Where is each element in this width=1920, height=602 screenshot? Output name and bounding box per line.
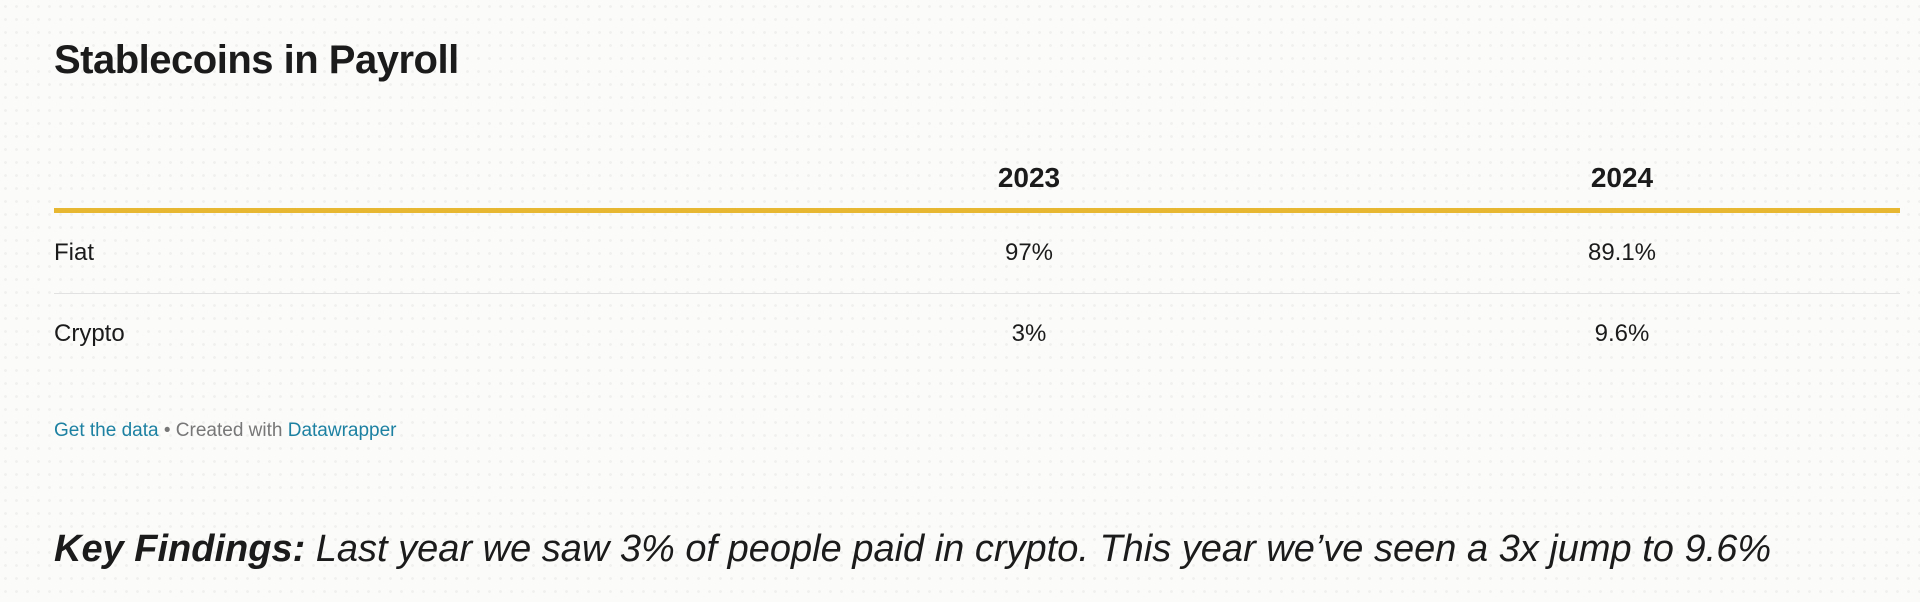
chart-footer: Get the data • Created with Datawrapper [54, 420, 397, 442]
get-the-data-link[interactable]: Get the data [54, 420, 159, 441]
data-table: 2023 2024 Fiat 97% 89.1% Crypto 3% 9.6% [54, 148, 1900, 374]
column-header-2023: 2023 [714, 148, 1344, 213]
key-findings: Key Findings: Last year we saw 3% of peo… [54, 528, 1771, 571]
footer-separator: • Created with [158, 420, 288, 441]
key-findings-text: Last year we saw 3% of people paid in cr… [305, 528, 1772, 570]
table-header-row: 2023 2024 [54, 148, 1900, 213]
cell-crypto-2024: 9.6% [1594, 320, 1650, 347]
table-row-fiat: Fiat 97% 89.1% [54, 210, 1900, 294]
column-header-2024: 2024 [1344, 148, 1900, 213]
row-label-crypto: Crypto [54, 320, 125, 347]
row-label-fiat: Fiat [54, 210, 714, 294]
column-header-label [54, 148, 714, 213]
cell-crypto-2023: 3% [1011, 320, 1047, 347]
key-findings-label: Key Findings: [54, 528, 306, 570]
table-row-crypto: Crypto 3% 9.6% [54, 294, 1900, 375]
chart-title: Stablecoins in Payroll [54, 38, 459, 82]
cell-fiat-2024: 89.1% [1344, 210, 1900, 294]
cell-fiat-2023: 97% [714, 210, 1344, 294]
datawrapper-link[interactable]: Datawrapper [287, 420, 397, 441]
